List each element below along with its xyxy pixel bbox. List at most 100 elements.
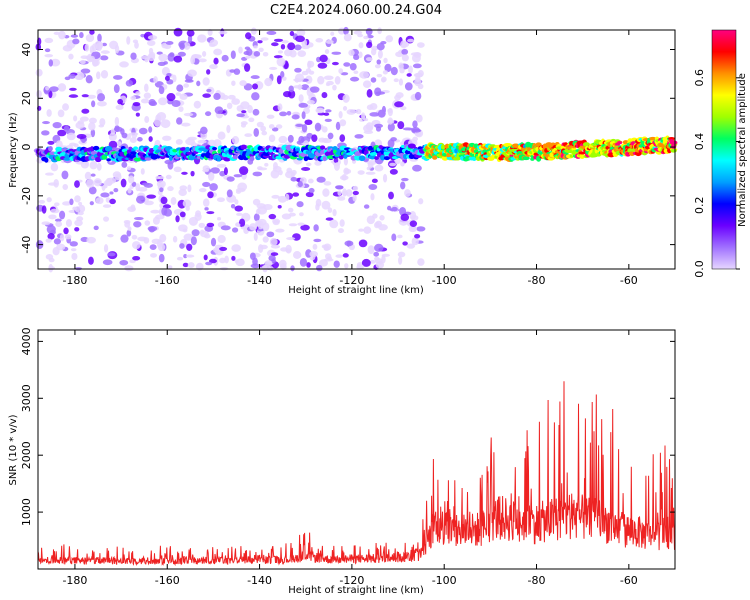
spectrogram-cell bbox=[113, 187, 119, 193]
spectrogram-cell bbox=[304, 119, 313, 125]
spectrogram-cell bbox=[324, 118, 332, 123]
spectrogram-cell bbox=[199, 188, 207, 193]
colorbar: 0.0 0.2 0.4 0.6 Normalized spectral amplitu… bbox=[693, 29, 748, 278]
spectrogram-cell bbox=[272, 165, 282, 173]
spectrogram-cell bbox=[158, 97, 168, 106]
spectrogram-cell bbox=[176, 84, 184, 92]
spectrogram-cell bbox=[54, 202, 60, 207]
spectrogram-cell bbox=[133, 146, 139, 151]
spectrogram-cell bbox=[358, 51, 363, 58]
spectrogram-cell bbox=[271, 127, 279, 132]
spectrogram-cell bbox=[260, 125, 266, 132]
spectrogram-cell bbox=[140, 168, 145, 175]
spectrogram-cell bbox=[137, 236, 148, 242]
spectrogram-cell bbox=[230, 203, 236, 209]
spectrogram-cell bbox=[144, 115, 150, 124]
spectrogram-cell bbox=[377, 49, 383, 59]
spectrogram-cell bbox=[372, 213, 378, 219]
spectrogram-cell bbox=[96, 162, 102, 171]
spectrogram-cell bbox=[61, 170, 69, 180]
spectrogram-cell bbox=[325, 217, 334, 221]
spectrogram-cell bbox=[230, 50, 236, 60]
spectrogram-cell bbox=[57, 109, 65, 118]
spectrogram-cell bbox=[366, 89, 373, 98]
spectrogram-cell bbox=[216, 197, 225, 203]
spectrogram-cell bbox=[124, 265, 134, 272]
spectrogram-cell bbox=[358, 155, 366, 162]
spectrogram-cell bbox=[271, 42, 279, 47]
colorbar-tick-label: 0.0 bbox=[693, 260, 706, 278]
spectrogram-cell bbox=[148, 226, 156, 233]
spectrogram-cell bbox=[374, 64, 381, 69]
spectrogram-cell bbox=[144, 157, 152, 161]
spectrogram-cell bbox=[305, 191, 314, 198]
spectrogram-y-ticks: -40 -20 0 20 40 bbox=[20, 43, 675, 254]
spectrogram-cell bbox=[129, 137, 137, 143]
spectrogram-cell bbox=[338, 111, 343, 119]
spectrogram-cell bbox=[114, 173, 122, 181]
spectrogram-cell bbox=[401, 48, 409, 55]
spectrogram-cell bbox=[395, 92, 404, 99]
spectrogram-cell bbox=[96, 42, 103, 52]
y-tick-label: -40 bbox=[20, 236, 33, 254]
spectrogram-cell bbox=[352, 185, 359, 192]
spectrogram-cell bbox=[166, 93, 176, 102]
spectrogram-cell bbox=[41, 130, 50, 136]
spectrogram-cell bbox=[441, 155, 449, 161]
spectrogram-cell bbox=[132, 101, 141, 107]
spectrogram-cell bbox=[99, 118, 106, 127]
spectrogram-cell bbox=[398, 78, 404, 86]
spectrogram-cell bbox=[359, 71, 370, 79]
spectrogram-cell bbox=[308, 70, 315, 75]
spectrogram-cell bbox=[389, 168, 398, 175]
spectrogram-cell bbox=[119, 61, 129, 68]
spectrogram-cell bbox=[365, 171, 376, 175]
spectrogram-cell bbox=[335, 185, 344, 190]
spectrogram-cell bbox=[252, 83, 259, 90]
spectrogram-cell bbox=[193, 100, 202, 109]
spectrogram-cell bbox=[79, 116, 89, 122]
spectrogram-cell bbox=[68, 94, 79, 98]
spectrogram-cell bbox=[81, 108, 90, 114]
spectrogram-cell bbox=[297, 222, 305, 226]
spectrogram-frame bbox=[37, 29, 676, 270]
spectrogram-cell bbox=[292, 251, 302, 259]
spectrogram-cell bbox=[244, 63, 251, 72]
spectrogram-cell bbox=[622, 140, 629, 145]
spectrogram-cell bbox=[383, 156, 391, 161]
spectrogram-cell bbox=[353, 70, 359, 75]
spectrogram-cell bbox=[649, 136, 657, 141]
y-tick-label: 20 bbox=[20, 91, 33, 105]
spectrogram-cell bbox=[209, 39, 219, 47]
spectrogram-cell bbox=[295, 35, 305, 43]
spectrogram-cell bbox=[182, 228, 188, 233]
spectrogram-cell bbox=[399, 206, 407, 216]
spectrogram-cell bbox=[277, 50, 283, 54]
spectrogram-cell bbox=[167, 265, 173, 269]
spectrogram-cell bbox=[144, 220, 151, 226]
spectrogram-cell bbox=[365, 122, 374, 131]
spectrogram-cell bbox=[316, 176, 326, 183]
spectrogram-cell bbox=[218, 30, 228, 35]
spectrogram-cell bbox=[286, 111, 292, 116]
spectrogram-cell bbox=[153, 76, 158, 84]
y-tick-label: 0 bbox=[20, 144, 33, 151]
spectrogram-cell bbox=[374, 243, 384, 252]
spectrogram-cell bbox=[186, 243, 193, 251]
spectrogram-cell bbox=[89, 29, 95, 35]
spectrogram-cell bbox=[120, 178, 127, 188]
spectrogram-cell bbox=[185, 254, 195, 258]
spectrogram-cell bbox=[277, 205, 282, 209]
spectrogram-cell bbox=[327, 207, 333, 213]
spectrogram-cell bbox=[50, 162, 59, 172]
spectrogram-cell bbox=[369, 259, 376, 264]
spectrogram-cell bbox=[100, 192, 110, 198]
spectrogram-cell bbox=[62, 201, 72, 206]
spectrogram-cell bbox=[315, 107, 325, 114]
colorbar-tick-label: 0.4 bbox=[693, 133, 706, 151]
spectrogram-cell bbox=[137, 187, 148, 192]
x-tick-label: -60 bbox=[620, 274, 638, 287]
spectrogram-cell bbox=[148, 98, 156, 106]
spectrogram-cell bbox=[181, 122, 191, 127]
spectrogram-cell bbox=[223, 167, 228, 176]
